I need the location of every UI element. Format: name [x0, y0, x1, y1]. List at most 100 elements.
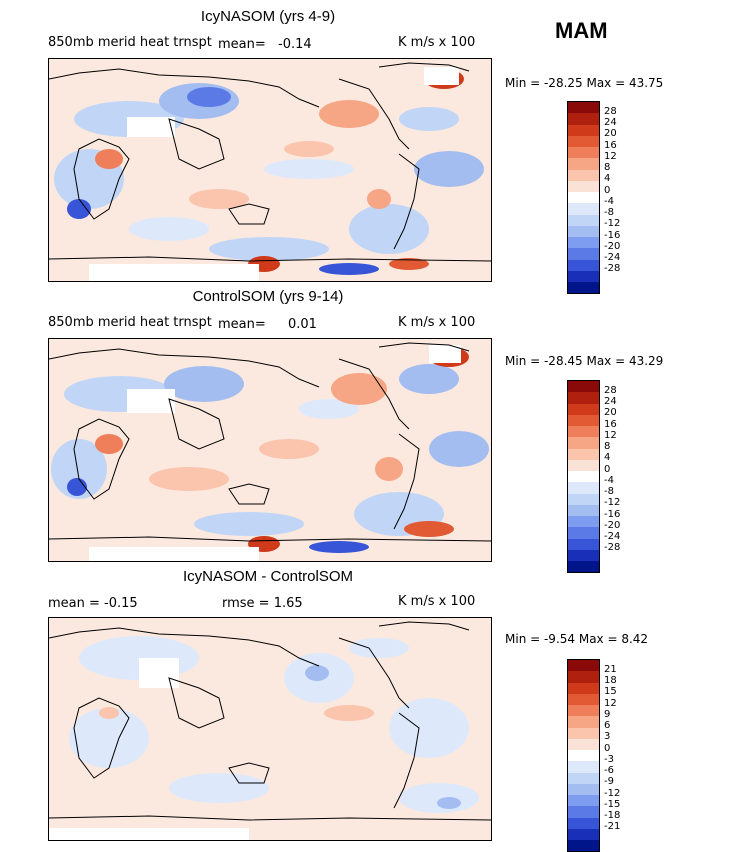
colorbar-swatch [568, 806, 599, 818]
colorbar-tick: -12 [604, 497, 621, 508]
colorbar-tick: -18 [604, 810, 621, 821]
colorbar-swatch [568, 682, 599, 694]
colorbar-swatch [568, 403, 599, 415]
colorbar-tick: 8 [604, 441, 611, 452]
panel-1-variable: 850mb merid heat trnspt [48, 35, 212, 50]
colorbar-tick: -24 [604, 252, 621, 263]
panel-3-title: IcyNASOM - ControlSOM [182, 568, 354, 585]
colorbar-swatch [568, 192, 599, 204]
colorbar-swatch [568, 693, 599, 705]
colorbar-swatch [568, 482, 599, 494]
masked-regions [89, 345, 461, 561]
colorbar-tick: -28 [604, 263, 621, 274]
colorbar-tick: -20 [604, 241, 621, 252]
panel-3-mean: mean = -0.15 [48, 596, 138, 611]
colorbar-tick: 12 [604, 430, 617, 441]
colorbar-swatch [568, 124, 599, 136]
colorbar-tick: 28 [604, 385, 617, 396]
colorbar-tick: 8 [604, 162, 611, 173]
panel-3-minmax: Min = -9.54 Max = 8.42 [505, 632, 649, 646]
colorbar-swatch [568, 527, 599, 539]
colorbar-tick: -8 [604, 207, 614, 218]
colorbar-swatch [568, 392, 599, 404]
colorbar-swatch [568, 203, 599, 215]
colorbar-tick: 12 [604, 151, 617, 162]
colorbar-swatch [568, 158, 599, 170]
colorbar-swatch [568, 414, 599, 426]
coastlines [49, 621, 491, 821]
panel-1-minmax: Min = -28.25 Max = 43.75 [505, 76, 664, 90]
panel-2-title: ControlSOM (yrs 9-14) [192, 288, 344, 305]
panel-2-mean-value: 0.01 [288, 317, 317, 332]
colorbar-swatch [568, 716, 599, 728]
colorbar-swatch [568, 772, 599, 784]
colorbar-tick: 24 [604, 396, 617, 407]
cool-anomalies [51, 364, 489, 553]
colorbar-swatch [568, 783, 599, 795]
colorbar-swatch [568, 671, 599, 683]
colorbar-tick: 4 [604, 173, 611, 184]
colorbar-swatch [568, 660, 599, 672]
colorbar-swatch [568, 750, 599, 762]
colorbar-swatch [568, 259, 599, 271]
colorbar-tick: -16 [604, 509, 621, 520]
colorbar-swatch [568, 147, 599, 159]
panel-3-field [49, 618, 491, 840]
colorbar-swatch [568, 135, 599, 147]
colorbar-tick: 3 [604, 731, 611, 742]
panel-2-mean-label: mean= [218, 317, 266, 332]
colorbar-swatch [568, 426, 599, 438]
colorbar-swatch [568, 214, 599, 226]
panel-1-map [48, 58, 492, 282]
masked-regions [49, 658, 249, 840]
colorbar-swatch [568, 113, 599, 125]
warm-anomalies [99, 705, 374, 721]
colorbar-swatch [568, 738, 599, 750]
panel-2-map [48, 338, 492, 562]
colorbar-tick: -9 [604, 776, 614, 787]
panel-2-colorbar [567, 380, 600, 574]
colorbar-tick: -16 [604, 230, 621, 241]
colorbar-swatch [568, 180, 599, 192]
colorbar-swatch [568, 225, 599, 237]
panel-3-map [48, 617, 492, 841]
panel-3-units: K m/s x 100 [398, 594, 476, 609]
colorbar-swatch [568, 471, 599, 483]
colorbar-swatch [568, 381, 599, 393]
colorbar-swatch [568, 437, 599, 449]
colorbar-swatch [568, 549, 599, 561]
season-label: MAM [555, 18, 608, 43]
colorbar-tick: -12 [604, 788, 621, 799]
masked-regions [89, 67, 459, 281]
colorbar-tick: 15 [604, 686, 617, 697]
colorbar-swatch [568, 795, 599, 807]
colorbar-swatch [568, 282, 599, 294]
colorbar-swatch [568, 761, 599, 773]
coastlines [49, 342, 491, 542]
colorbar-tick: -4 [604, 196, 614, 207]
panel-2-field [49, 339, 491, 561]
colorbar-tick: 6 [604, 720, 611, 731]
cool-anomalies [69, 636, 479, 813]
colorbar-tick: 0 [604, 464, 611, 475]
colorbar-tick: 0 [604, 185, 611, 196]
colorbar-tick: 12 [604, 698, 617, 709]
colorbar-tick: -4 [604, 475, 614, 486]
panel-2-variable: 850mb merid heat trnspt [48, 315, 212, 330]
colorbar-swatch [568, 459, 599, 471]
colorbar-swatch [568, 493, 599, 505]
colorbar-tick: 28 [604, 106, 617, 117]
colorbar-tick: 16 [604, 419, 617, 430]
panel-3-rmse: rmse = 1.65 [222, 596, 303, 611]
colorbar-swatch [568, 102, 599, 114]
colorbar-tick: -28 [604, 542, 621, 553]
colorbar-tick: 20 [604, 407, 617, 418]
panel-3-colorbar [567, 659, 600, 852]
colorbar-swatch [568, 169, 599, 181]
colorbar-swatch [568, 828, 599, 840]
panel-1-mean-label: mean= [218, 37, 266, 52]
colorbar-tick: -15 [604, 799, 621, 810]
panel-2-minmax: Min = -28.45 Max = 43.29 [505, 354, 664, 368]
colorbar-tick: -8 [604, 486, 614, 497]
panel-1-title: IcyNASOM (yrs 4-9) [200, 8, 336, 25]
